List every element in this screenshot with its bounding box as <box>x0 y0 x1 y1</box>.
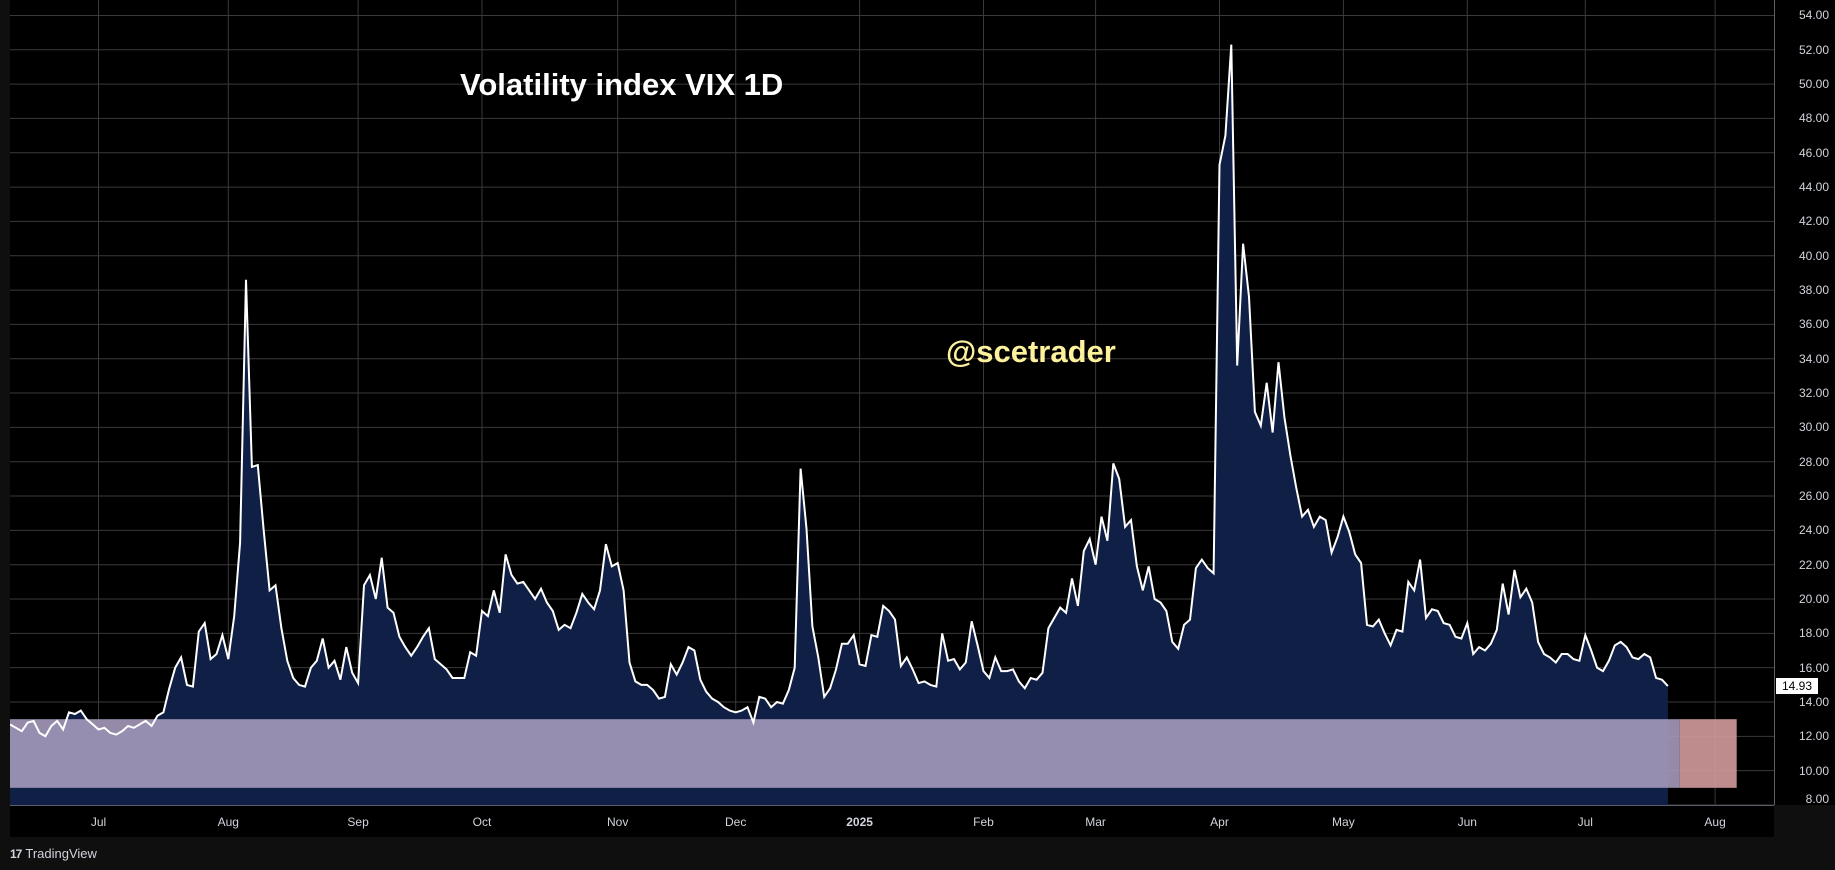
footer-bar: 17 TradingView <box>0 837 1835 870</box>
band-highlight-future <box>1679 719 1737 788</box>
x-tick-label: Nov <box>607 815 629 829</box>
y-tick-label: 54.00 <box>1798 8 1829 23</box>
tradingview-brand[interactable]: 17 TradingView <box>10 846 97 861</box>
y-tick-label: 8.00 <box>1805 792 1829 806</box>
x-tick-label: Jul <box>90 815 107 829</box>
vix-area-fill <box>10 44 1668 805</box>
last-price-badge: 14.93 <box>1776 678 1818 695</box>
y-tick-label: 16.00 <box>1798 660 1829 675</box>
y-tick-label: 12.00 <box>1798 729 1829 744</box>
x-tick-label: Aug <box>1704 815 1726 829</box>
y-tick-label: 22.00 <box>1798 557 1829 572</box>
y-tick-label: 40.00 <box>1798 248 1829 263</box>
time-axis[interactable]: Jul Aug Sep Oct Nov Dec 2025 Feb Mar Apr May Jun Jul… <box>10 805 1774 838</box>
y-tick-label: 44.00 <box>1798 180 1829 195</box>
x-tick-label: Jun <box>1457 815 1477 829</box>
y-tick-label: 50.00 <box>1798 77 1829 92</box>
x-tick-label: Sep <box>347 815 369 829</box>
author-watermark: @scetrader <box>946 334 1116 369</box>
x-tick-label: Mar <box>1085 815 1106 829</box>
price-axis[interactable]: 54.00 52.00 50.00 48.00 46.00 44.00 42.00 40.00… <box>1774 0 1835 806</box>
band-highlight <box>10 719 1680 788</box>
y-tick-label: 20.00 <box>1798 592 1829 607</box>
y-tick-label: 32.00 <box>1798 386 1829 401</box>
horizontal-gridlines <box>10 14 1774 805</box>
tradingview-logo-icon: 17 <box>10 846 22 861</box>
brand-name: TradingView <box>25 846 97 861</box>
y-tick-label: 34.00 <box>1798 351 1829 366</box>
y-tick-label: 28.00 <box>1798 454 1829 469</box>
y-tick-label: 26.00 <box>1798 489 1829 504</box>
y-tick-label: 14.00 <box>1798 695 1829 709</box>
x-tick-label: Jul <box>1577 815 1593 829</box>
plot-canvas <box>10 0 1774 805</box>
x-tick-label: Aug <box>217 815 239 829</box>
y-tick-label: 42.00 <box>1798 214 1829 229</box>
x-tick-label: Feb <box>973 815 994 829</box>
y-tick-label: 38.00 <box>1798 283 1829 298</box>
vix-series-line <box>10 44 1669 738</box>
x-tick-label: 2025 <box>846 815 873 829</box>
x-tick-label: May <box>1332 815 1355 829</box>
y-tick-label: 46.00 <box>1798 145 1829 160</box>
y-tick-label: 52.00 <box>1798 42 1829 57</box>
x-tick-label: Apr <box>1210 815 1229 829</box>
chart-pane[interactable]: Volatility index VIX 1D @scetrader <box>10 0 1774 805</box>
y-tick-label: 36.00 <box>1798 317 1829 332</box>
chart-title: Volatility index VIX 1D <box>460 67 784 102</box>
y-tick-label: 24.00 <box>1798 523 1829 538</box>
x-tick-label: Dec <box>725 815 747 829</box>
y-tick-label: 30.00 <box>1798 420 1829 435</box>
y-tick-label: 18.00 <box>1798 626 1829 641</box>
x-tick-label: Oct <box>472 815 492 829</box>
y-tick-label: 10.00 <box>1798 763 1829 778</box>
y-tick-label: 48.00 <box>1798 111 1829 126</box>
